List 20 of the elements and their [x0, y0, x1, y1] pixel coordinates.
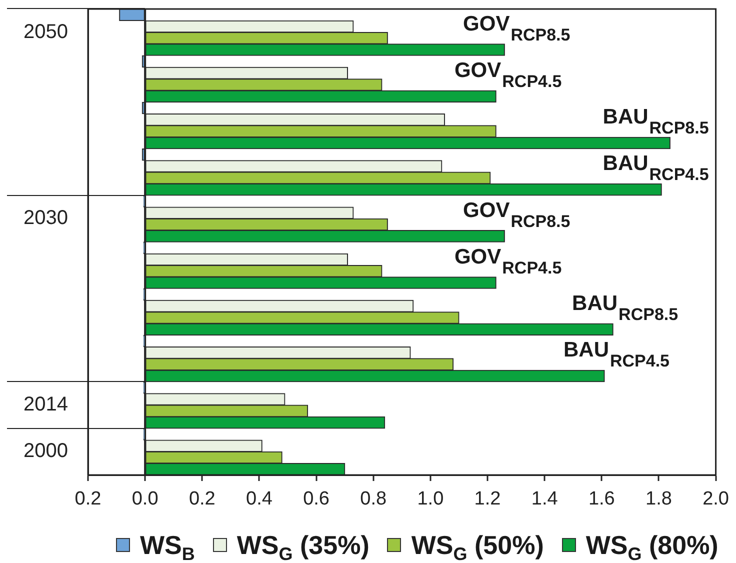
x-tick-label: 2.0: [702, 488, 730, 510]
legend-label: WS$_{B}$: [140, 530, 195, 563]
legend-label: WS$_{G}$ (35%): [236, 530, 370, 563]
y-tick-label: 2030: [24, 207, 68, 230]
legend-label: WS$_{G}$ (50%): [411, 530, 544, 563]
legend-label: WS$_{G}$ (80%): [586, 530, 718, 563]
y-tick-label: 2050: [24, 20, 68, 43]
x-tick-label: 0.4: [246, 488, 273, 510]
x-tick-label: 1.2: [474, 488, 501, 510]
x-tick-label: 1.6: [588, 488, 615, 510]
y-tick-label: 2000: [24, 440, 68, 462]
x-tick-label: 1.8: [646, 488, 672, 510]
x-tick-label: 0.0: [132, 488, 158, 510]
y-tick-label: 2014: [24, 394, 68, 416]
x-tick-label: 0.6: [303, 488, 330, 510]
x-tick-label: 0.2: [74, 488, 102, 510]
x-tick-label: 1.0: [417, 488, 444, 510]
x-tick-label: 0.8: [360, 488, 387, 510]
x-tick-label: 1.4: [531, 488, 558, 510]
x-tick-label: 0.2: [188, 488, 216, 510]
